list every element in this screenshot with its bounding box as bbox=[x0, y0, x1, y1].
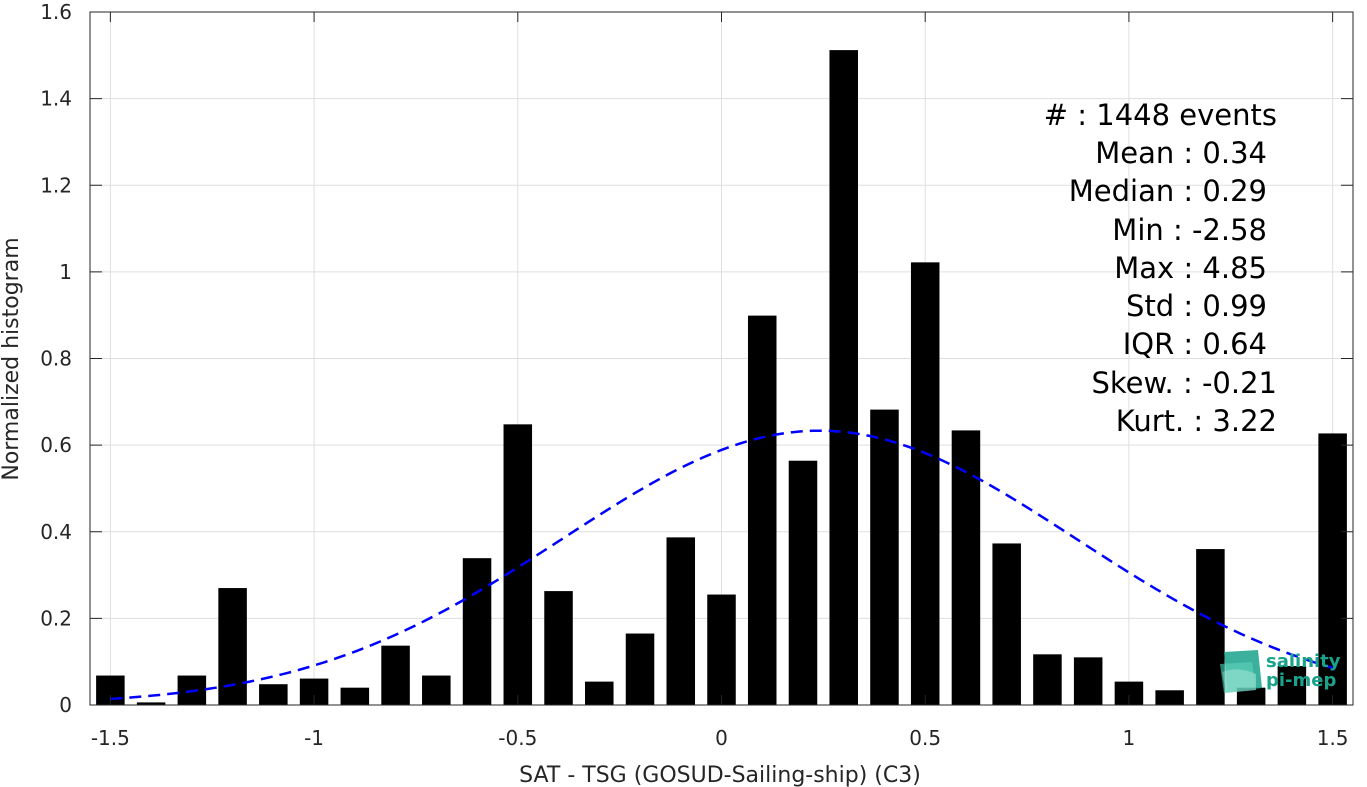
histogram-bar bbox=[503, 424, 533, 705]
histogram-bar bbox=[136, 702, 166, 705]
x-axis-label: SAT - TSG (GOSUD-Sailing-ship) (C3) bbox=[519, 763, 921, 787]
logo-text-salinity: salinity bbox=[1266, 651, 1341, 672]
x-tick-label: 0 bbox=[715, 726, 728, 750]
stats-skew: Skew. : -0.21 bbox=[1091, 366, 1277, 400]
y-axis-label: Normalized histogram bbox=[0, 237, 24, 480]
grid bbox=[90, 11, 1353, 706]
histogram-bar bbox=[910, 262, 940, 705]
gaussian-fit-curve bbox=[110, 429, 1333, 701]
axis-ticks bbox=[90, 11, 1353, 706]
histogram-bar bbox=[788, 460, 818, 705]
histogram-bar bbox=[707, 594, 736, 705]
stats-kurt: Kurt. : 3.22 bbox=[1116, 404, 1277, 438]
stats-max: Max : 4.85 bbox=[1114, 251, 1267, 285]
histogram-bar bbox=[1236, 687, 1266, 705]
stats-count: # : 1448 events bbox=[1044, 98, 1277, 132]
histogram-bar bbox=[625, 633, 655, 705]
x-tick-label: 1 bbox=[1123, 726, 1136, 750]
y-tick-label: 1.6 bbox=[40, 0, 72, 24]
y-tick-label: 0.2 bbox=[40, 606, 72, 630]
histogram-bar bbox=[340, 687, 370, 705]
histogram-bar bbox=[1114, 681, 1144, 705]
histogram-bar bbox=[1073, 657, 1103, 705]
histogram-bar bbox=[585, 681, 614, 705]
histogram-bar bbox=[462, 558, 492, 705]
histogram-bar bbox=[666, 537, 696, 705]
y-tick-label: 0.4 bbox=[40, 520, 72, 544]
histogram-bar bbox=[829, 50, 858, 706]
stats-std: Std : 0.99 bbox=[1126, 289, 1267, 323]
histogram-bar bbox=[544, 591, 573, 705]
histogram-bar bbox=[218, 588, 247, 705]
y-tick-label: 1.4 bbox=[40, 87, 72, 111]
x-tick-label: -0.5 bbox=[498, 726, 537, 750]
wave-logo-icon bbox=[1220, 650, 1262, 693]
y-tick-label: 0 bbox=[59, 693, 72, 717]
logo-text-pimep: pi-mep bbox=[1266, 670, 1336, 691]
x-tick-labels: -1.5 -1 -0.5 0 0.5 1 1.5 bbox=[91, 726, 1349, 750]
stats-mean: Mean : 0.34 bbox=[1095, 136, 1267, 170]
y-tick-label: 1 bbox=[59, 260, 72, 284]
stats-box: # : 1448 events Mean : 0.34 Median : 0.2… bbox=[1044, 98, 1277, 438]
stats-median: Median : 0.29 bbox=[1069, 174, 1267, 208]
histogram-bar bbox=[422, 675, 451, 705]
histogram-bar bbox=[1277, 666, 1307, 705]
histogram-bar bbox=[1196, 549, 1225, 705]
x-tick-label: -1 bbox=[304, 726, 324, 750]
histogram-bar bbox=[870, 409, 899, 705]
histogram-bar bbox=[1318, 433, 1347, 705]
y-tick-label: 1.2 bbox=[40, 173, 72, 197]
salinity-pimep-logo: salinity pi-mep bbox=[1220, 650, 1341, 693]
histogram-bar bbox=[259, 684, 288, 705]
y-tick-label: 0.6 bbox=[40, 433, 72, 457]
stats-iqr: IQR : 0.64 bbox=[1123, 327, 1267, 361]
x-tick-label: 0.5 bbox=[909, 726, 941, 750]
stats-min: Min : -2.58 bbox=[1112, 213, 1267, 247]
x-tick-label: 1.5 bbox=[1317, 726, 1349, 750]
histogram-bar bbox=[747, 315, 777, 705]
histogram-bar bbox=[1155, 690, 1184, 705]
y-tick-label: 0.8 bbox=[40, 347, 72, 371]
histogram-bar bbox=[381, 645, 410, 705]
histogram-bar bbox=[992, 543, 1021, 705]
x-tick-label: -1.5 bbox=[91, 726, 130, 750]
histogram-bar bbox=[1033, 654, 1062, 705]
y-tick-labels: 0 0.2 0.4 0.6 0.8 1 1.2 1.4 1.6 bbox=[40, 0, 72, 717]
